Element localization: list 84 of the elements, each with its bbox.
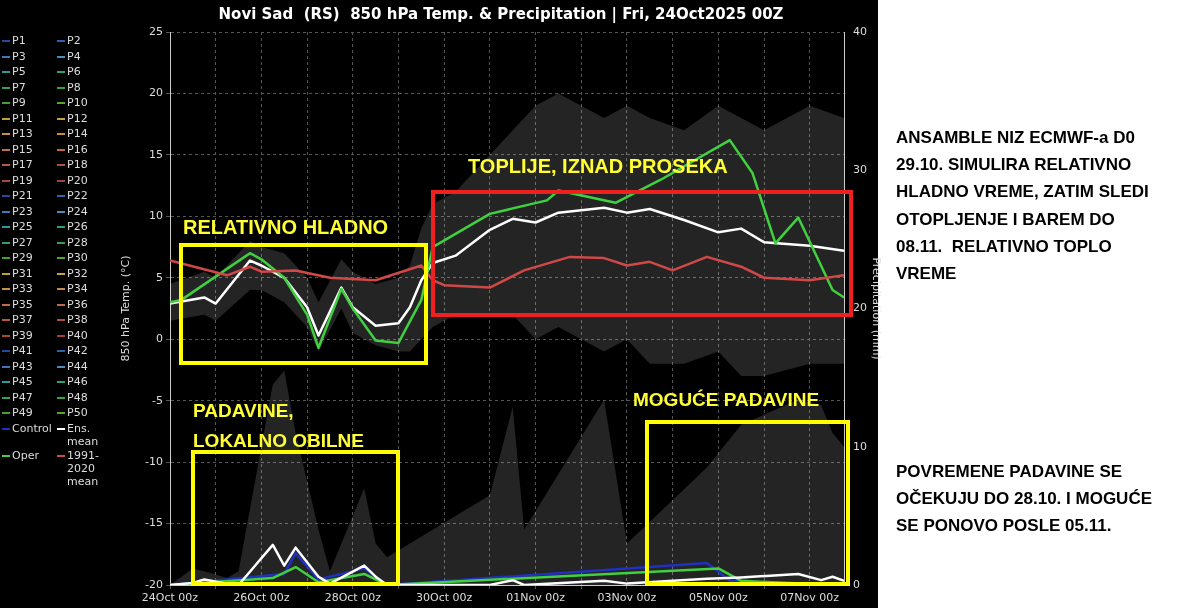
legend-label: P9 (12, 96, 26, 109)
legend-label: P38 (67, 313, 88, 326)
legend-label: 1991-2020 mean (67, 448, 100, 488)
legend-label: P5 (12, 65, 26, 78)
chart-title: Novi Sad (RS) 850 hPa Temp. & Precipitation | Fri, 24Oct2025 00Z (218, 4, 784, 24)
legend-label: P10 (67, 96, 88, 109)
legend-label: P44 (67, 359, 88, 373)
legend-label: P6 (67, 65, 81, 78)
y-tick-label: 20 (149, 86, 163, 100)
legend-label: P40 (67, 328, 88, 342)
legend-label: P21 (12, 189, 33, 202)
legend-label: P7 (12, 80, 26, 94)
y2-tick-label: 0 (853, 577, 860, 591)
annotation: RELATIVNO HLADNO (183, 215, 390, 240)
legend-label: P49 (12, 406, 33, 419)
legend-label: P4 (67, 49, 81, 63)
y-tick-label: 25 (149, 24, 163, 38)
y-tick-label: -20 (145, 577, 163, 591)
y-tick-label: 0 (156, 332, 163, 346)
legend-label: P42 (67, 344, 88, 357)
legend-label: P32 (67, 266, 88, 280)
legend-label: P39 (12, 328, 33, 342)
x-tick-label: 30Oct 00z (416, 591, 473, 605)
y-axis-title: 850 hPa Temp. (°C) (119, 255, 133, 362)
legend-label: P18 (67, 158, 88, 171)
x-tick-label: 28Oct 00z (324, 591, 382, 605)
legend-label: P26 (67, 220, 88, 233)
legend-label: P13 (12, 127, 33, 140)
legend-label: P33 (12, 282, 33, 295)
legend-label: P2 (67, 34, 81, 47)
legend-label: P46 (67, 375, 88, 388)
legend-label: P27 (12, 235, 33, 249)
y-tick-label: -5 (152, 393, 163, 407)
legend-label: P48 (67, 390, 88, 404)
legend-label: P43 (12, 359, 33, 373)
legend-label: P36 (67, 297, 88, 311)
y2-tick-label: 20 (853, 301, 867, 315)
y2-tick-label: 10 (853, 439, 867, 453)
legend-label: P3 (12, 49, 26, 63)
legend-label: Ens. mean (67, 421, 100, 448)
legend-label: P30 (67, 251, 88, 264)
y-tick-label: 5 (156, 270, 163, 284)
legend-label: Control (12, 421, 52, 435)
text: POVREMENE PADAVINE SE OČEKUJU DO 28.10. I MOGUĆE SE PONOVO POSLE 05.11. (896, 461, 1153, 538)
legend-label: P11 (12, 111, 33, 125)
legend-label: P12 (67, 111, 88, 125)
legend-label: P34 (67, 282, 88, 295)
legend-label: P20 (67, 173, 88, 187)
y-tick-label: -10 (145, 454, 163, 468)
legend-label: P35 (12, 297, 33, 311)
legend-label: P28 (67, 235, 88, 249)
x-tick-label: 24Oct 00z (141, 591, 199, 605)
legend-label: P37 (12, 313, 33, 326)
legend-label: P1 (12, 34, 26, 47)
x-tick-label: 05Nov 00z (688, 591, 748, 605)
legend-label: P29 (12, 251, 33, 264)
x-tick-label: 07Nov 00z (780, 591, 840, 605)
y-tick-label: 15 (149, 147, 163, 161)
legend-label: P8 (67, 80, 81, 94)
legend-label: P25 (12, 220, 33, 233)
legend-label: P50 (67, 406, 88, 419)
legend-label: P19 (12, 173, 33, 187)
legend-label: P16 (67, 142, 88, 156)
y-tick-label: -15 (145, 516, 163, 530)
legend-label: P14 (67, 127, 88, 140)
y2-tick-label: 40 (853, 24, 867, 38)
legend-label: P22 (67, 189, 88, 202)
x-tick-label: 01Nov 00z (506, 591, 566, 605)
legend-label: P41 (12, 344, 33, 357)
annotation: MOGUĆE PADAVINE (633, 388, 821, 412)
legend-label: Oper (12, 448, 39, 462)
y2-tick-label: 30 (853, 163, 867, 177)
y-tick-label: 10 (149, 209, 163, 223)
legend-label: P31 (12, 266, 33, 280)
legend-label: P17 (12, 158, 33, 171)
text: ANSAMBLE NIZ ECMWF-a D0 29.10. SIMULIRA RELATIVNO HLADNO VREME, ZATIM SLEDI OTOPLJENJE I BAREM DO 08.11. RELATIVNO TOPLO VREME (896, 127, 1150, 285)
x-tick-label: 26Oct 00z (233, 591, 290, 605)
legend-label: P47 (12, 390, 33, 404)
legend-label: P23 (12, 204, 33, 218)
x-tick-label: 03Nov 00z (597, 591, 657, 605)
annotation: PADAVINE, LOKALNO OBILNE (193, 399, 365, 454)
legend-label: P15 (12, 142, 33, 156)
legend-label: P24 (67, 204, 88, 218)
legend-label: P45 (12, 375, 33, 388)
